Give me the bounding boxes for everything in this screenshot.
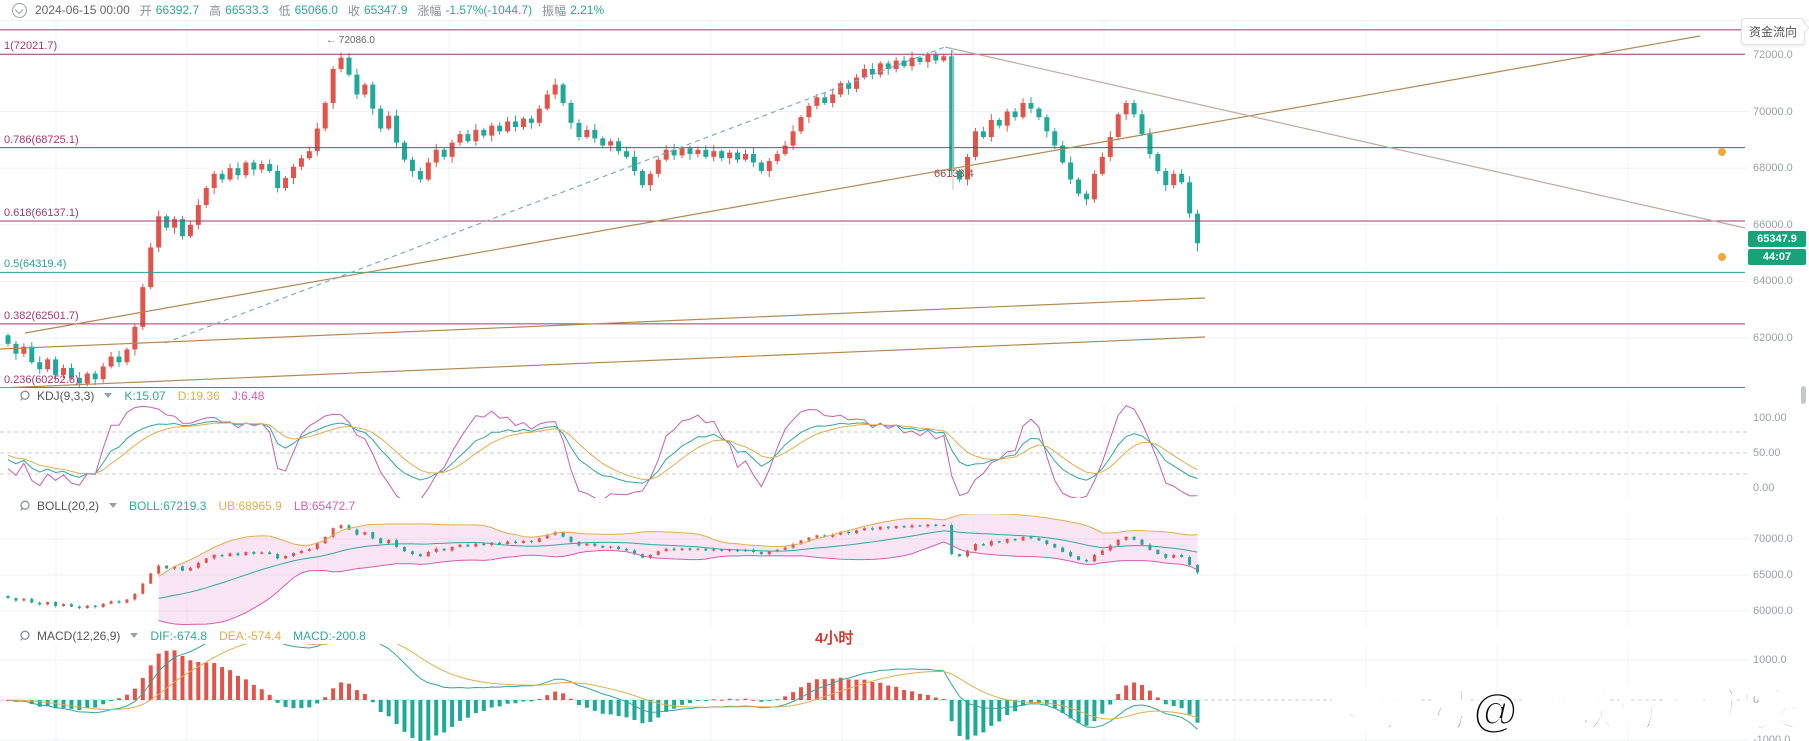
- axis-tick-label: 70000.0: [1753, 533, 1793, 545]
- axis-tick-label: 64000.0: [1753, 275, 1793, 288]
- fib-level-label: 0.236(60252.6): [4, 373, 79, 386]
- macd-indicator-pane[interactable]: [0, 644, 1809, 741]
- macd-dea-value: DEA:-574.4: [219, 628, 282, 643]
- low-label: 低: [278, 3, 291, 18]
- fib-level-label: 1(72021.7): [4, 40, 58, 53]
- axis-tick-label: 60000.0: [1753, 605, 1793, 617]
- close-label: 收: [347, 3, 360, 18]
- macd-dif-value: DIF:-674.8: [150, 628, 208, 643]
- chevron-down-icon[interactable]: [130, 633, 139, 638]
- axis-tick-label: 100.00: [1753, 412, 1787, 424]
- collapse-chevron-icon[interactable]: [12, 2, 27, 18]
- ohlc-top-bar: 2024-06-15 00:00 开 66392.7 高 66533.3 低 6…: [0, 0, 1809, 21]
- axis-tick-label: 72000.0: [1753, 48, 1793, 61]
- timeframe-label: 4小时: [815, 630, 854, 647]
- macd-row: MACD(12,26,9) DIF:-674.8 DEA:-574.4 MACD…: [0, 627, 378, 644]
- fib-level-label: 0.618(66137.1): [4, 206, 79, 219]
- kdj-name[interactable]: KDJ(9,3,3): [37, 388, 95, 403]
- axis-tick-label: 70000.0: [1753, 105, 1793, 118]
- macd-value: MACD:-200.8: [293, 628, 366, 643]
- boll-lb-value: LB:65472.7: [293, 498, 356, 513]
- candle-datetime: 2024-06-15 00:00: [35, 3, 130, 17]
- close-value: 65347.9: [363, 3, 408, 17]
- change-label: 涨幅: [417, 3, 442, 18]
- boll-indicator-pane[interactable]: [0, 514, 1809, 626]
- indicator-settings-icon[interactable]: [19, 390, 31, 402]
- low-value: 65066.0: [294, 3, 338, 17]
- high-label: 高: [209, 3, 222, 18]
- boll-mid-value: BOLL:67219.3: [129, 498, 207, 513]
- main-candlestick-pane[interactable]: [0, 20, 1809, 388]
- boll-row: BOLL(20,2) BOLL:67219.3 UB:68965.9 LB:65…: [0, 497, 367, 514]
- axis-tick-label: 65000.0: [1753, 569, 1793, 581]
- indicator-settings-icon[interactable]: [19, 500, 31, 512]
- watermark: 搜狐号@虚拟与现实交换: [1331, 683, 1809, 737]
- axis-tick-label: 1000.0: [1753, 654, 1787, 666]
- capital-flow-button[interactable]: 资金流向: [1741, 18, 1806, 45]
- macd-name[interactable]: MACD(12,26,9): [37, 628, 121, 643]
- boll-ub-value: UB:68965.9: [218, 498, 282, 513]
- peak-price-annotation: ← 72086.0: [326, 35, 375, 46]
- last-price-badge: 65347.9: [1748, 231, 1806, 247]
- fib-level-label: 0.382(62501.7): [4, 309, 79, 322]
- kdj-row: KDJ(9,3,3) K:15.07 D:19.36 J:6.48: [0, 387, 276, 404]
- kdj-j-value: J:6.48: [231, 388, 265, 403]
- indicator-settings-icon[interactable]: [19, 630, 31, 642]
- boll-name[interactable]: BOLL(20,2): [37, 498, 100, 513]
- kdj-d-value: D:19.36: [177, 388, 220, 403]
- axis-tick-label: 68000.0: [1753, 162, 1793, 175]
- axis-tick-label: 62000.0: [1753, 332, 1793, 345]
- fib-level-label: 0.5(64319.4): [4, 258, 67, 271]
- change-value: -1.57%(-1044.7): [445, 3, 533, 17]
- axis-tick-label: 0.00: [1753, 482, 1775, 494]
- scrollbar-thumb[interactable]: [1801, 386, 1806, 404]
- axis-tick-label: 50.00: [1753, 447, 1781, 459]
- high-value: 66533.3: [225, 3, 269, 17]
- chevron-down-icon[interactable]: [109, 503, 118, 508]
- kdj-k-value: K:15.07: [124, 388, 166, 403]
- axis-tick-label: 0.00: [1753, 694, 1775, 706]
- alert-marker-icon[interactable]: [1718, 148, 1726, 156]
- axis-tick-label: -1000.0: [1753, 734, 1791, 741]
- trendline-price-annotation: 66133.4: [934, 168, 974, 180]
- alert-marker-icon[interactable]: [1718, 253, 1726, 261]
- fib-level-label: 0.786(68725.1): [4, 133, 79, 146]
- candle-countdown-badge: 44:07: [1748, 249, 1806, 265]
- axis-tick-label: 66000.0: [1753, 218, 1793, 231]
- amplitude-label: 振幅: [542, 3, 567, 18]
- kdj-indicator-pane[interactable]: [0, 404, 1809, 498]
- chevron-down-icon[interactable]: [104, 393, 113, 398]
- open-value: 66392.7: [155, 3, 200, 17]
- amplitude-value: 2.21%: [570, 3, 605, 17]
- open-label: 开: [139, 3, 152, 18]
